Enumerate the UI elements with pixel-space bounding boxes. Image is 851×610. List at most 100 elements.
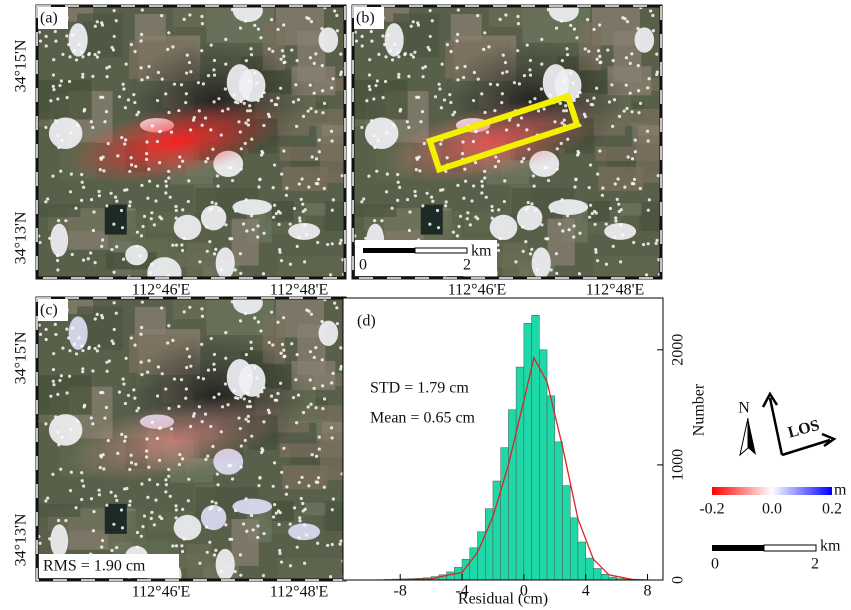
ps-point	[398, 185, 402, 190]
ps-point	[139, 534, 144, 538]
ps-point	[204, 225, 209, 229]
ps-point	[407, 74, 411, 78]
ps-point	[550, 209, 554, 213]
bar	[585, 557, 594, 581]
ps-point	[182, 17, 186, 21]
ps-point	[463, 167, 467, 171]
ps-point	[52, 58, 56, 62]
lon-label: 112°46'E	[132, 282, 190, 299]
ps-point	[381, 34, 385, 38]
ps-point	[407, 125, 411, 129]
ps-point	[614, 219, 618, 223]
ps-point	[628, 91, 632, 95]
plot-frame	[342, 297, 664, 581]
field	[621, 203, 642, 216]
ps-point	[525, 43, 529, 47]
ps-point	[262, 123, 266, 128]
ps-point	[129, 43, 133, 47]
ps-point	[116, 154, 120, 158]
ps-point	[456, 183, 460, 187]
ps-point	[429, 195, 434, 199]
ps-point	[239, 271, 243, 275]
ps-point	[115, 245, 119, 249]
ps-point	[91, 125, 95, 129]
ps-point	[204, 160, 208, 164]
ps-point	[182, 537, 186, 541]
ps-point	[585, 99, 590, 103]
ps-point	[112, 301, 116, 305]
ps-point	[656, 174, 660, 178]
ps-point	[495, 83, 500, 87]
ps-point	[413, 189, 417, 194]
ps-point	[554, 252, 559, 256]
north-arrow	[739, 417, 749, 457]
ps-point	[290, 48, 294, 52]
ps-point	[396, 180, 400, 184]
ps-point	[89, 198, 94, 202]
ps-point	[124, 435, 128, 439]
white-blob	[318, 27, 339, 53]
ps-point	[95, 20, 99, 24]
ps-point	[303, 507, 307, 511]
ps-point	[180, 549, 185, 554]
ps-point	[208, 239, 212, 244]
ps-point	[490, 216, 494, 220]
scale-black	[712, 545, 764, 551]
ps-point	[256, 98, 260, 103]
ps-point	[237, 416, 241, 420]
ps-point	[516, 49, 520, 53]
ps-point	[171, 243, 175, 247]
ps-point	[299, 496, 303, 501]
ps-point	[167, 474, 171, 478]
ps-point	[532, 184, 536, 188]
ps-point	[191, 414, 196, 418]
ps-point	[38, 39, 43, 43]
ps-point	[274, 103, 279, 107]
ps-point	[340, 174, 344, 178]
white-blob	[554, 68, 582, 102]
ps-point	[428, 34, 432, 39]
ps-point	[59, 467, 63, 471]
ps-point	[82, 185, 86, 190]
scale-white	[414, 247, 468, 254]
ps-point	[288, 262, 293, 266]
ps-point	[278, 250, 282, 254]
ps-point	[229, 463, 233, 468]
ps-point	[619, 208, 623, 212]
ps-point	[184, 101, 188, 105]
ps-point	[588, 163, 593, 167]
ps-point	[312, 386, 316, 390]
ps-point	[155, 394, 160, 398]
ps-point	[519, 116, 524, 120]
ps-point	[59, 79, 63, 83]
pond	[104, 204, 127, 235]
ps-point	[239, 573, 243, 577]
ps-point	[132, 388, 136, 392]
ps-point	[200, 22, 205, 26]
ps-point	[123, 106, 128, 110]
ps-point	[572, 224, 576, 228]
ps-point	[443, 204, 448, 208]
ps-point	[97, 488, 101, 492]
ps-point	[528, 252, 533, 256]
ps-point	[107, 65, 111, 69]
ps-point	[441, 188, 445, 192]
ps-point	[274, 398, 279, 402]
ps-point	[99, 455, 103, 459]
ps-point	[430, 19, 434, 23]
white-blob	[50, 223, 69, 257]
ps-point	[587, 49, 591, 53]
ps-point	[120, 135, 124, 140]
ps-point	[68, 349, 72, 353]
panel-label: (d)	[357, 313, 376, 330]
ps-point	[68, 55, 72, 59]
ps-point	[545, 165, 549, 170]
ps-point	[178, 452, 182, 457]
ps-point	[256, 524, 260, 528]
ps-point	[212, 73, 217, 77]
ps-point	[563, 79, 567, 83]
ps-point	[472, 70, 476, 75]
ps-point	[189, 70, 193, 74]
white-blob	[200, 205, 227, 231]
ps-point	[330, 436, 334, 440]
